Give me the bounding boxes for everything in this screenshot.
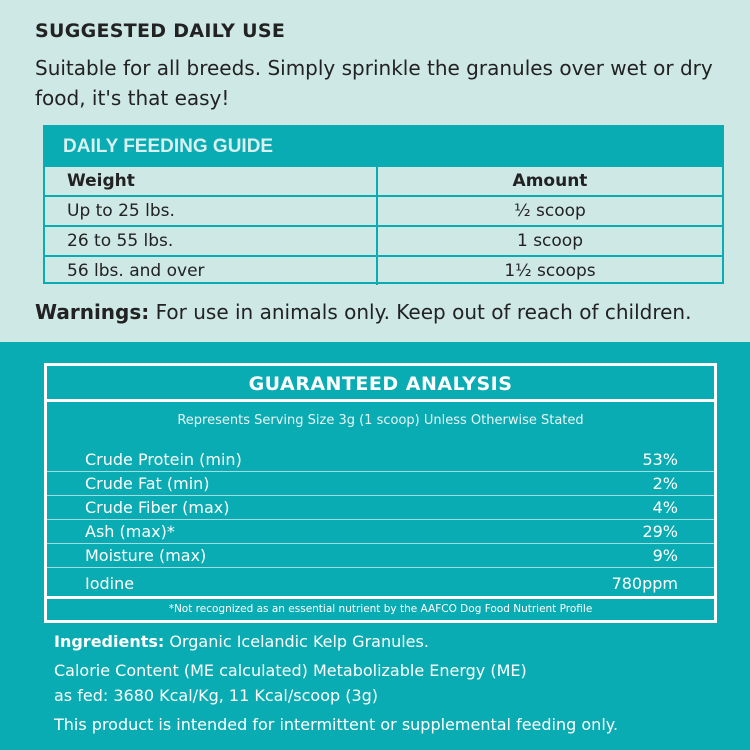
header-amount: Amount (512, 171, 588, 191)
weight-cell: 56 lbs. and over (45, 257, 378, 285)
nutrient-value: 9% (652, 546, 678, 565)
warnings-label: Warnings: (35, 300, 150, 324)
nutrient-name: Crude Fat (min) (85, 474, 210, 493)
nutrient-value: 2% (652, 474, 678, 493)
nutrient-name: Ash (max)* (85, 522, 175, 541)
calorie-line-1: Calorie Content (ME calculated) Metaboli… (54, 661, 527, 680)
analysis-row: Crude Fiber (max) 4% (47, 496, 714, 520)
warnings-text: For use in animals only. Keep out of rea… (149, 300, 692, 324)
weight-cell: Up to 25 lbs. (45, 197, 378, 225)
analysis-row: Moisture (max) 9% (47, 544, 714, 568)
weight-cell: 26 to 55 lbs. (45, 227, 378, 255)
suggested-title: SUGGESTED DAILY USE (35, 20, 286, 42)
header-weight: Weight (45, 167, 378, 195)
usage-section: SUGGESTED DAILY USE Suitable for all bre… (0, 0, 750, 342)
nutrient-name: Crude Fiber (max) (85, 498, 230, 517)
feeding-guide-table: DAILY FEEDING GUIDE Weight Amount Up to … (43, 125, 724, 285)
amount-cell: 1½ scoops (504, 261, 596, 281)
calorie-line-2: as fed: 3680 Kcal/Kg, 11 Kcal/scoop (3g) (54, 686, 379, 705)
disclaimer: This product is intended for intermitten… (54, 715, 619, 734)
table-row: Up to 25 lbs. ½ scoop (45, 195, 722, 225)
nutrient-value: 53% (642, 450, 678, 469)
ingredients-text: Organic Icelandic Kelp Granules. (164, 632, 429, 651)
analysis-row: Crude Fat (min) 2% (47, 472, 714, 496)
amount-cell: 1 scoop (516, 231, 584, 251)
feeding-guide-title: DAILY FEEDING GUIDE (45, 127, 722, 165)
nutrient-name: Moisture (max) (85, 546, 207, 565)
table-row: 26 to 55 lbs. 1 scoop (45, 225, 722, 255)
analysis-title: GUARANTEED ANALYSIS (47, 366, 714, 402)
nutrient-name: Iodine (85, 573, 135, 593)
amount-cell: ½ scoop (514, 201, 586, 221)
warnings: Warnings: For use in animals only. Keep … (35, 300, 691, 324)
nutrient-value: 780ppm (611, 573, 678, 593)
guaranteed-analysis-box: GUARANTEED ANALYSIS Represents Serving S… (44, 363, 717, 623)
analysis-subtitle: Represents Serving Size 3g (1 scoop) Unl… (177, 413, 584, 428)
table-header: Weight Amount (45, 165, 722, 195)
analysis-footnote: *Not recognized as an essential nutrient… (47, 596, 714, 620)
nutrient-name: Crude Protein (min) (85, 450, 242, 469)
analysis-row: Iodine 780ppm (47, 568, 714, 598)
ingredients-label: Ingredients: (54, 632, 165, 651)
table-row: 56 lbs. and over 1½ scoops (45, 255, 722, 285)
analysis-row: Crude Protein (min) 53% (47, 448, 714, 472)
ingredients: Ingredients: Organic Icelandic Kelp Gran… (54, 632, 429, 651)
nutrient-value: 4% (652, 498, 678, 517)
nutrient-value: 29% (642, 522, 678, 541)
analysis-row: Ash (max)* 29% (47, 520, 714, 544)
suggested-text: Suitable for all breeds. Simply sprinkle… (35, 56, 713, 110)
